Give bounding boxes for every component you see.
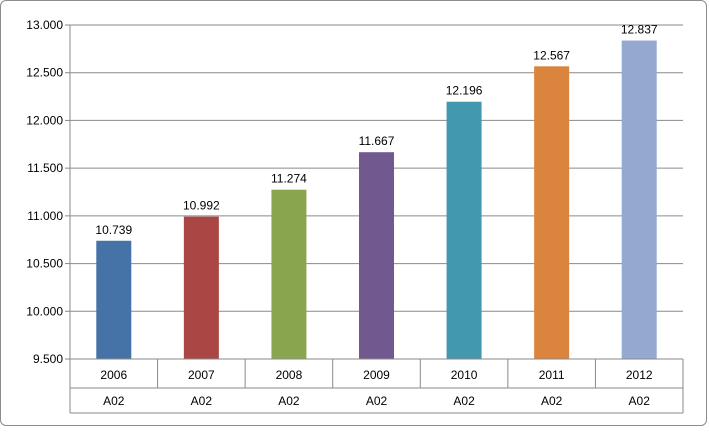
y-tick-label: 10.500	[26, 257, 63, 271]
x-tick-label: 2011	[539, 368, 565, 382]
data-label: 10.739	[95, 223, 132, 237]
data-label: 12.567	[533, 48, 570, 62]
x-group-label: A02	[629, 394, 651, 408]
y-tick-label: 11.000	[27, 209, 63, 223]
bar-chart: 9.500 10.000 10.500 11.000 11.500 12.000 12.50…	[26, 18, 684, 414]
y-tick-label: 10.000	[26, 304, 63, 318]
data-label: 10.992	[183, 199, 220, 213]
y-tick-label: 12.500	[26, 66, 63, 80]
x-group-label: A02	[191, 394, 213, 408]
data-label: 11.274	[271, 172, 307, 186]
x-group-label: A02	[366, 394, 388, 408]
y-tick-label: 11.500	[27, 161, 63, 175]
data-label: 12.196	[446, 84, 483, 98]
bar-2008	[271, 189, 307, 359]
x-group-label: A02	[103, 394, 125, 408]
x-group-label: A02	[453, 394, 475, 408]
data-label: 11.667	[359, 134, 395, 148]
x-group-label: A02	[541, 394, 563, 408]
bar-2006	[96, 240, 132, 359]
chart-frame: 9.500 10.000 10.500 11.000 11.500 12.000 12.50…	[0, 0, 707, 426]
x-tick-label: 2012	[626, 368, 653, 382]
x-tick-label: 2007	[188, 368, 215, 382]
bar-2012	[621, 40, 657, 359]
x-tick-label: 2010	[451, 368, 478, 382]
x-tick-label: 2009	[363, 368, 390, 382]
y-tick-label: 9.500	[33, 352, 63, 366]
bar-2009	[359, 152, 394, 359]
x-tick-label: 2008	[276, 368, 303, 382]
bar-2010	[446, 101, 482, 359]
bar-2011	[534, 66, 570, 360]
y-axis: 9.500 10.000 10.500 11.000 11.500 12.000 12.50…	[26, 18, 71, 413]
data-labels: 10.739 10.992 11.274 11.667 12.196 12.567 12.8…	[95, 23, 657, 237]
x-tick-label: 2006	[100, 368, 127, 382]
y-tick-label: 13.000	[26, 18, 63, 32]
x-axis-table: 2006 A02 2007 A02 2008 A02 2009 A02 2010 A02 2011 A…	[69, 358, 684, 414]
data-label: 12.837	[621, 23, 658, 37]
x-group-label: A02	[278, 394, 300, 408]
bars	[96, 40, 657, 360]
y-tick-label: 12.000	[26, 113, 63, 127]
bar-2007	[183, 216, 219, 359]
